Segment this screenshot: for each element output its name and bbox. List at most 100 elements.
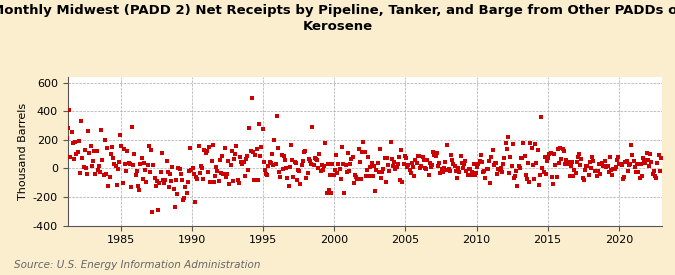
Point [173, 166, 184, 170]
Point [618, 177, 628, 181]
Point [587, 155, 597, 160]
Point [529, 177, 539, 181]
Point [215, 170, 226, 175]
Point [403, 163, 414, 167]
Point [196, 164, 207, 169]
Point [493, 167, 504, 172]
Point [176, 172, 186, 177]
Point [421, 167, 431, 171]
Point [566, 164, 576, 168]
Point [304, 159, 315, 163]
Point [600, 159, 611, 163]
Point [215, 158, 225, 163]
Point [151, 183, 161, 188]
Point [212, 169, 223, 174]
Point [644, 164, 655, 168]
Text: Monthly Midwest (PADD 2) Net Receipts by Pipeline, Tanker, and Barge from Other : Monthly Midwest (PADD 2) Net Receipts by… [0, 4, 675, 33]
Point [489, 161, 500, 165]
Point [524, 180, 535, 184]
Point [182, 191, 192, 195]
Point [513, 164, 524, 168]
Point [518, 141, 529, 145]
Point [204, 145, 215, 149]
Point [362, 155, 373, 160]
Point [140, 168, 151, 172]
Point [414, 154, 425, 158]
Point [378, 167, 389, 171]
Point [498, 161, 509, 166]
Point [96, 127, 107, 132]
Point [180, 185, 191, 189]
Point [219, 146, 230, 150]
Point [80, 166, 91, 170]
Point [314, 152, 325, 156]
Point [224, 182, 235, 186]
Point [373, 170, 384, 174]
Point [591, 169, 601, 173]
Point [519, 153, 530, 158]
Point [133, 184, 144, 188]
Point [396, 148, 406, 152]
Point [377, 170, 387, 174]
Point [104, 175, 115, 179]
Point [545, 151, 556, 156]
Point [655, 156, 666, 160]
Point [213, 178, 224, 183]
Point [379, 156, 390, 160]
Point [654, 169, 665, 173]
Point [268, 163, 279, 167]
Point [199, 148, 210, 152]
Point [61, 136, 72, 140]
Point [63, 126, 74, 130]
Point [645, 152, 655, 156]
Point [290, 160, 301, 165]
Point [605, 155, 616, 159]
Point [354, 160, 365, 164]
Point [588, 159, 599, 163]
Point [411, 161, 422, 165]
Point [597, 164, 608, 168]
Point [289, 160, 300, 165]
Point [188, 172, 199, 176]
Point [105, 152, 116, 156]
Point [274, 170, 285, 174]
Point [400, 156, 411, 160]
Point [319, 164, 329, 168]
Point [270, 162, 281, 167]
Point [226, 148, 237, 153]
Point [328, 173, 339, 177]
Point [347, 155, 358, 159]
Point [334, 167, 345, 171]
Point [251, 147, 262, 152]
Point [321, 190, 332, 195]
Point [576, 156, 587, 161]
Point [142, 163, 153, 167]
Point [307, 125, 318, 130]
Point [276, 153, 287, 157]
Point [227, 179, 238, 184]
Point [286, 143, 296, 147]
Point [273, 146, 284, 150]
Point [161, 159, 172, 164]
Point [315, 169, 326, 173]
Point [511, 169, 522, 173]
Point [165, 172, 176, 176]
Point [539, 155, 550, 159]
Point [244, 126, 255, 131]
Point [198, 177, 209, 181]
Point [326, 191, 337, 195]
Point [653, 152, 664, 157]
Point [381, 180, 392, 184]
Point [303, 156, 314, 161]
Point [563, 160, 574, 164]
Point [275, 175, 286, 179]
Point [85, 144, 96, 148]
Point [74, 139, 84, 144]
Point [71, 152, 82, 156]
Text: Source: U.S. Energy Information Administration: Source: U.S. Energy Information Administ… [14, 260, 260, 270]
Point [70, 140, 80, 144]
Point [408, 165, 418, 170]
Point [387, 164, 398, 169]
Point [603, 170, 614, 175]
Point [169, 205, 180, 209]
